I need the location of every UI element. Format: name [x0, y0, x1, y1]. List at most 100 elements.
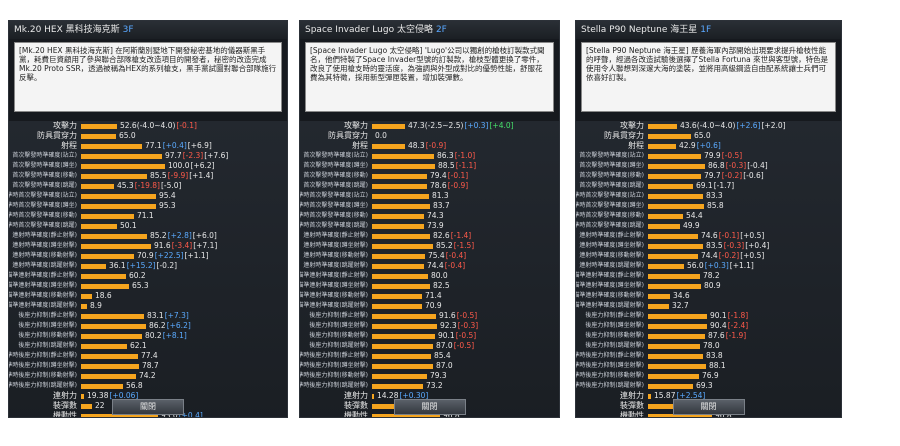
- stat-label: 連射時準確度(蹲坐射擊): [579, 242, 644, 249]
- stat-value: 80.9: [704, 281, 721, 291]
- stat-label: 防具貫穿力: [604, 131, 644, 140]
- stat-label: 瞄準時後座力抑制(靜止射擊): [300, 352, 368, 359]
- stat-row: 首次擊發時準確度(跳躍) 69.1[-1.7]: [576, 181, 841, 191]
- stat-label: 首次擊發時準確度(站立): [579, 152, 644, 159]
- close-button[interactable]: 關閉: [672, 399, 745, 415]
- stat-modifier: [+0.5]: [740, 251, 765, 260]
- stat-label: 後座力抑制(蹲坐射擊): [18, 322, 77, 329]
- stat-row: 瞄準時後座力抑制(蹲坐射擊) 88.1: [576, 361, 841, 371]
- stat-base-value: 74.4: [701, 251, 718, 260]
- stat-row: 連射時準確度(靜止射擊) 85.2[+2.8][+6.0]: [9, 231, 287, 241]
- panel-titlebar: Space Invader Lugo 太空侵略 2F: [300, 21, 559, 39]
- stat-bar: [81, 394, 84, 399]
- stat-bar: [81, 244, 151, 249]
- stat-value: 83.8: [706, 351, 723, 361]
- stat-row: 連射時準確度(移動射擊) 70.9[+22.5][+1.1]: [9, 251, 287, 261]
- stat-row: 首次擊發時準確度(蹲坐) 100.0[+6.2]: [9, 161, 287, 171]
- stat-bar: [372, 334, 435, 339]
- weapon-title: Stella P90 Neptune 海王星: [581, 25, 698, 35]
- stat-value: 80.2[+8.1]: [145, 331, 187, 341]
- stat-value: 83.5[-0.3][+0.4]: [706, 241, 769, 251]
- stat-value: 74.2: [139, 371, 156, 381]
- stat-base-value: 87.6: [708, 331, 725, 340]
- stat-base-value: 80.9: [704, 281, 721, 290]
- stat-bar: [372, 214, 424, 219]
- stat-row: 射程 42.9[+0.6]: [576, 141, 841, 151]
- stat-value: 90.4[-2.4]: [710, 321, 748, 331]
- stat-value: 78.7: [142, 361, 159, 371]
- stat-bar: [372, 374, 427, 379]
- stat-row: 後座力抑制(移動射擊) 87.6[-1.9]: [576, 331, 841, 341]
- stat-row: 瞄準時後座力抑制(靜止射擊) 85.4: [300, 351, 559, 361]
- stat-modifier: [+6.2]: [166, 321, 191, 330]
- close-button[interactable]: 關閉: [393, 399, 466, 415]
- stat-row: 瞄準時後座力抑制(移動射擊) 74.2: [9, 371, 287, 381]
- stat-label: 瞄準時後座力抑制(靜止射擊): [576, 352, 644, 359]
- stat-label: 機動性: [620, 411, 644, 418]
- stat-value: 85.2[-1.5]: [436, 241, 474, 251]
- stat-modifier: [-1.5]: [453, 241, 475, 250]
- stat-bar: [372, 154, 434, 159]
- stat-label: 瞄準時後座力抑制(移動射擊): [9, 372, 77, 379]
- stat-row: 首次擊發時準確度(站立) 86.3[-1.0]: [300, 151, 559, 161]
- stat-label: 瞄準時後座力抑制(移動射擊): [576, 372, 644, 379]
- stat-base-value: 43.6(-4.0~4.0): [680, 121, 736, 130]
- stat-modifier: [-1.8]: [727, 311, 749, 320]
- stat-label: 後座力抑制(靜止射擊): [309, 312, 368, 319]
- stat-label: 瞄準時首次擊發準確度(蹲坐): [9, 202, 77, 209]
- stat-label: 瞄準連射準確度(跳躍射擊): [8, 302, 77, 309]
- stat-modifier: [+2.8]: [167, 231, 192, 240]
- stat-base-value: 83.1: [147, 311, 164, 320]
- stat-label: 瞄準時後座力抑制(蹲坐射擊): [9, 362, 77, 369]
- stat-label: 射程: [61, 141, 77, 150]
- stat-base-value: 85.4: [434, 351, 451, 360]
- stat-modifier: [-0.4]: [444, 261, 466, 270]
- stat-base-value: 90.1: [438, 331, 455, 340]
- stat-bar: [372, 244, 433, 249]
- stat-bar: [81, 144, 142, 149]
- stat-label: 瞄準時首次擊發準確度(移動): [576, 212, 644, 219]
- stat-value: 82.5: [433, 281, 450, 291]
- stat-value: 86.3[-1.0]: [437, 151, 475, 161]
- stat-base-value: 82.6: [433, 231, 450, 240]
- stat-bar: [648, 414, 712, 417]
- stat-label: 瞄準連射準確度(移動射擊): [575, 292, 644, 299]
- stat-value: 49.9: [683, 221, 700, 231]
- stat-row: 後座力抑制(蹲坐射擊) 90.4[-2.4]: [576, 321, 841, 331]
- stat-row: 連射時準確度(跳躍射擊) 56.0[+0.3][+1.1]: [576, 261, 841, 271]
- stat-value: 87.0[-0.5]: [436, 341, 474, 351]
- stat-row: 瞄準連射準確度(跳躍射擊) 32.7: [576, 301, 841, 311]
- stat-label: 瞄準時後座力抑制(跳躍射擊): [300, 382, 368, 389]
- stat-modifier: [+7.6]: [204, 151, 229, 160]
- weapon-panel-space-invader-lugo: Space Invader Lugo 太空侵略 2F [Space Invader…: [299, 20, 560, 418]
- stat-value: 85.2[+2.8][+6.0]: [150, 231, 217, 241]
- stat-row: 防具貫穿力 65.0: [9, 131, 287, 141]
- stat-value: 0.0: [375, 131, 387, 141]
- stat-row: 後座力抑制(蹲坐射擊) 86.2[+6.2]: [9, 321, 287, 331]
- stat-base-value: 70.9: [137, 251, 154, 260]
- stat-row: 瞄準時後座力抑制(靜止射擊) 83.8: [576, 351, 841, 361]
- stat-bar: [81, 294, 92, 299]
- stat-label: 首次擊發時準確度(站立): [303, 152, 368, 159]
- stat-row: 瞄準連射準確度(跳躍射擊) 70.9: [300, 301, 559, 311]
- stat-label: 機動性: [53, 411, 77, 418]
- stat-base-value: 0.0: [375, 131, 387, 140]
- stat-bar: [372, 194, 429, 199]
- stat-value: 74.6[-0.1][+0.5]: [701, 231, 764, 241]
- stat-bar: [372, 254, 425, 259]
- stat-bar: [648, 264, 684, 269]
- stat-value: 50.1: [120, 221, 137, 231]
- stat-bar: [372, 184, 427, 189]
- stat-bar: [81, 374, 136, 379]
- stat-row: 瞄準連射準確度(移動射擊) 18.6: [9, 291, 287, 301]
- stat-label: 瞄準時首次擊發準確度(跳躍): [300, 222, 368, 229]
- stat-bar: [81, 274, 126, 279]
- stat-bar: [81, 154, 162, 159]
- stat-label: 瞄準時後座力抑制(跳躍射擊): [9, 382, 77, 389]
- stat-bar: [648, 334, 705, 339]
- close-button[interactable]: 關閉: [112, 399, 184, 415]
- stat-modifier: [+8.1]: [162, 331, 187, 340]
- stat-row: 連射時準確度(跳躍射擊) 36.1[+15.2][-0.2]: [9, 261, 287, 271]
- stat-modifier: [+0.4]: [745, 241, 770, 250]
- weapon-description: [Space Invader Lugo 太空侵略] 'Lugo'公司以獨創的槍枝…: [305, 42, 554, 112]
